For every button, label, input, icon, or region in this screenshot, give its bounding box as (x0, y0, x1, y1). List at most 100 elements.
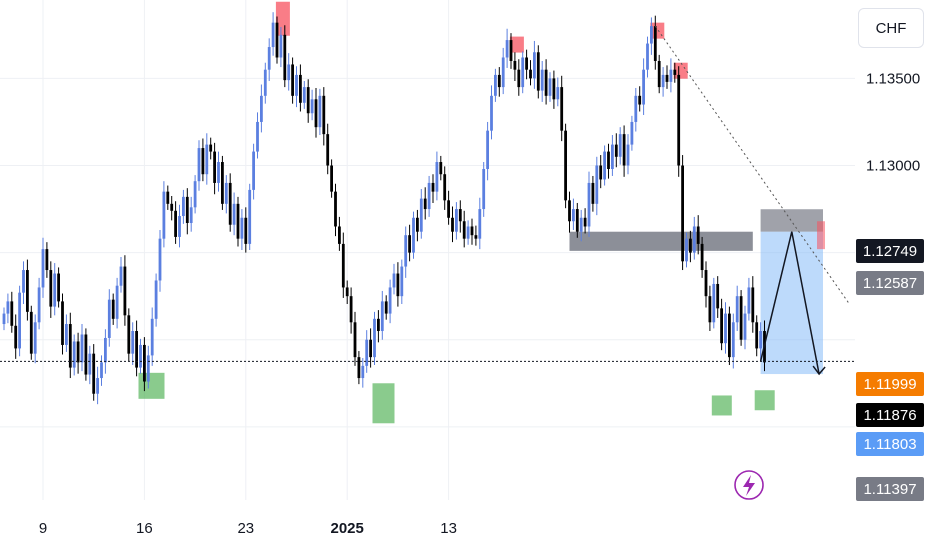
candle-body (193, 181, 197, 208)
drawings-layer (0, 25, 855, 376)
demand-marker (711, 395, 732, 416)
candle-body (18, 292, 21, 349)
candle-body (681, 165, 684, 262)
candle-body (14, 325, 18, 349)
candle-body (388, 287, 392, 314)
price-tag-label: 1.11803 (863, 436, 916, 453)
candle-body (314, 99, 318, 128)
projection-arrowhead (812, 365, 826, 376)
candle-body (291, 64, 294, 96)
profit-zone (760, 231, 823, 375)
candle-body (708, 296, 712, 323)
candle-body (33, 322, 37, 354)
candle-body (353, 322, 357, 358)
candle-body (630, 121, 634, 145)
candle-body (349, 296, 353, 323)
price-tag-label: 1.12749 (863, 243, 917, 260)
candle-body (700, 243, 704, 271)
candle-body (404, 235, 408, 267)
candle-body (197, 148, 201, 182)
candle-body (447, 200, 450, 218)
candle-body (119, 266, 123, 286)
candle-body (412, 217, 415, 253)
candle-body (107, 299, 111, 338)
candle-body (529, 69, 532, 79)
candle-body (478, 209, 482, 239)
time-axis[interactable]: 9 16 23 2025 13 (39, 520, 457, 537)
candle-body (166, 191, 170, 204)
lightning-icon (743, 475, 755, 496)
candle-body (521, 57, 525, 88)
demand-marker (372, 383, 395, 424)
candle-body (614, 144, 618, 157)
candle-body (626, 144, 630, 166)
candle-body (728, 313, 731, 358)
candle-body (669, 69, 673, 82)
candle-body (174, 210, 177, 237)
candle-body (455, 209, 458, 232)
price-tag-bg (856, 239, 924, 263)
candle-body (470, 226, 474, 236)
candle-body (310, 99, 314, 114)
candle-body (53, 273, 57, 307)
candle-body (408, 235, 411, 253)
candle-body (509, 40, 513, 61)
candle-body (299, 74, 302, 103)
candle-body (365, 339, 369, 366)
candle-body (306, 87, 310, 114)
candle-body (256, 121, 259, 152)
candle-body (123, 266, 127, 316)
candle-body (252, 151, 255, 190)
candle-body (158, 238, 162, 281)
candle-body (739, 296, 743, 340)
candle-body (544, 69, 548, 96)
candle-body (57, 273, 60, 302)
candle-body (283, 34, 287, 81)
alert-icon-group[interactable] (734, 470, 764, 500)
candle-body (260, 95, 263, 122)
candle-body (622, 134, 626, 166)
candle-body (650, 26, 653, 44)
candle-body (458, 209, 462, 222)
time-tick-label: 23 (237, 520, 254, 537)
candle-body (751, 287, 755, 323)
candle-body (189, 207, 193, 223)
candle-body (29, 311, 33, 354)
candle-body (205, 144, 209, 175)
candle-body (224, 182, 228, 204)
entry-marker (817, 221, 825, 250)
candle-body (533, 52, 536, 79)
candle-body (80, 334, 84, 363)
candle-body (302, 87, 306, 103)
candle-body (517, 69, 521, 88)
candle-body (185, 196, 189, 223)
projection-path (759, 231, 820, 375)
candle-body (22, 270, 25, 293)
candle-body (525, 57, 528, 70)
candle-body (287, 64, 291, 81)
candle-body (759, 331, 762, 349)
supply-marker (275, 1, 290, 36)
candle-body (552, 78, 556, 100)
candle-body (540, 69, 544, 91)
candle-body (462, 221, 466, 239)
candle-body (271, 22, 275, 48)
candle-body (361, 365, 365, 379)
candle-body (61, 301, 64, 345)
supply-marker (509, 36, 524, 53)
candle-body (657, 60, 661, 88)
candle-body (170, 203, 174, 211)
candle-body (673, 69, 677, 75)
price-tick-label: 1.13500 (866, 70, 920, 87)
candle-body (482, 168, 486, 210)
candle-body (84, 334, 88, 375)
candle-body (704, 270, 708, 297)
candle-body (217, 162, 220, 183)
candle-body (724, 313, 727, 344)
time-tick-label: 2025 (331, 520, 364, 537)
currency-button[interactable]: CHF (858, 8, 924, 48)
candle-body (96, 378, 99, 394)
